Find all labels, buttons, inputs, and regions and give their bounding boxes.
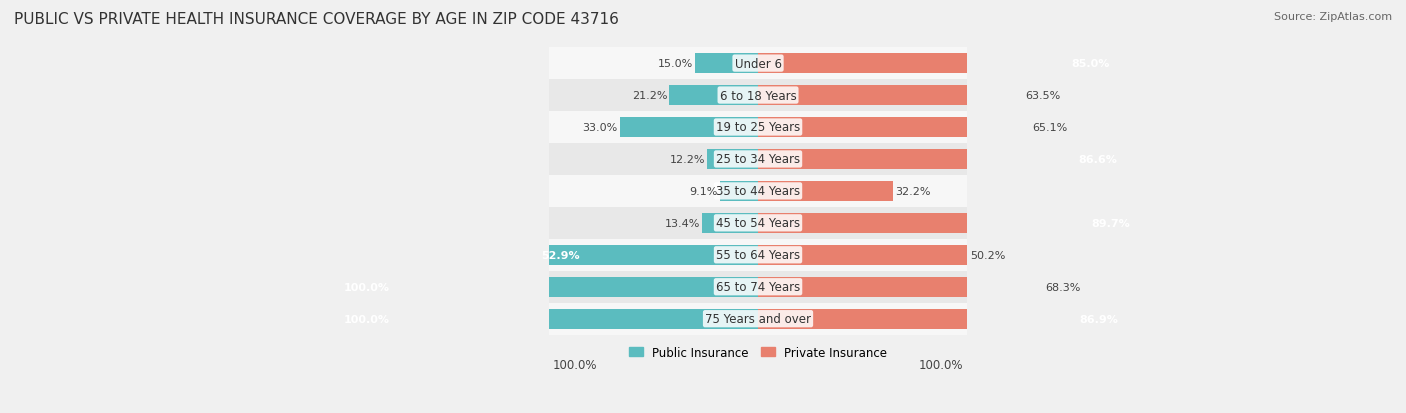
Text: 63.5%: 63.5% bbox=[1025, 91, 1062, 101]
Text: 65 to 74 Years: 65 to 74 Years bbox=[716, 280, 800, 294]
Bar bbox=[702, 214, 758, 233]
Text: 6 to 18 Years: 6 to 18 Years bbox=[720, 89, 796, 102]
Text: 55 to 64 Years: 55 to 64 Years bbox=[716, 249, 800, 262]
Text: 45 to 54 Years: 45 to 54 Years bbox=[716, 217, 800, 230]
Text: 13.4%: 13.4% bbox=[665, 218, 700, 228]
Text: 100.0%: 100.0% bbox=[553, 358, 598, 371]
Text: 65.1%: 65.1% bbox=[1032, 123, 1067, 133]
Bar bbox=[340, 277, 758, 297]
Text: Under 6: Under 6 bbox=[734, 57, 782, 71]
Bar bbox=[548, 48, 967, 80]
Bar bbox=[758, 309, 1122, 329]
Bar bbox=[548, 303, 967, 335]
Bar bbox=[758, 86, 1024, 106]
Bar bbox=[758, 54, 1114, 74]
Text: 89.7%: 89.7% bbox=[1091, 218, 1130, 228]
Bar bbox=[707, 150, 758, 169]
Bar bbox=[758, 118, 1031, 138]
Text: 68.3%: 68.3% bbox=[1046, 282, 1081, 292]
Bar bbox=[548, 207, 967, 239]
Text: 25 to 34 Years: 25 to 34 Years bbox=[716, 153, 800, 166]
Text: 12.2%: 12.2% bbox=[669, 154, 704, 164]
Text: 50.2%: 50.2% bbox=[970, 250, 1005, 260]
Text: 100.0%: 100.0% bbox=[344, 282, 389, 292]
Bar bbox=[758, 150, 1121, 169]
Text: 100.0%: 100.0% bbox=[344, 314, 389, 324]
Bar bbox=[620, 118, 758, 138]
Legend: Public Insurance, Private Insurance: Public Insurance, Private Insurance bbox=[624, 341, 891, 363]
Bar bbox=[548, 144, 967, 176]
Text: 21.2%: 21.2% bbox=[631, 91, 668, 101]
Bar bbox=[548, 239, 967, 271]
Bar bbox=[758, 245, 967, 265]
Text: 86.9%: 86.9% bbox=[1080, 314, 1118, 324]
Text: 9.1%: 9.1% bbox=[689, 186, 718, 197]
Text: 33.0%: 33.0% bbox=[582, 123, 617, 133]
Bar bbox=[548, 112, 967, 144]
Text: 86.6%: 86.6% bbox=[1078, 154, 1116, 164]
Text: 100.0%: 100.0% bbox=[918, 358, 963, 371]
Bar bbox=[758, 277, 1043, 297]
Bar bbox=[537, 245, 758, 265]
Text: PUBLIC VS PRIVATE HEALTH INSURANCE COVERAGE BY AGE IN ZIP CODE 43716: PUBLIC VS PRIVATE HEALTH INSURANCE COVER… bbox=[14, 12, 619, 27]
Text: Source: ZipAtlas.com: Source: ZipAtlas.com bbox=[1274, 12, 1392, 22]
Bar bbox=[720, 182, 758, 201]
Bar bbox=[548, 176, 967, 207]
Text: 15.0%: 15.0% bbox=[658, 59, 693, 69]
Bar bbox=[758, 214, 1133, 233]
Bar bbox=[340, 309, 758, 329]
Text: 52.9%: 52.9% bbox=[541, 250, 579, 260]
Bar bbox=[548, 80, 967, 112]
Text: 32.2%: 32.2% bbox=[894, 186, 931, 197]
Bar bbox=[696, 54, 758, 74]
Bar bbox=[758, 182, 893, 201]
Bar bbox=[669, 86, 758, 106]
Bar bbox=[548, 271, 967, 303]
Text: 85.0%: 85.0% bbox=[1071, 59, 1111, 69]
Text: 19 to 25 Years: 19 to 25 Years bbox=[716, 121, 800, 134]
Text: 35 to 44 Years: 35 to 44 Years bbox=[716, 185, 800, 198]
Text: 75 Years and over: 75 Years and over bbox=[704, 312, 811, 325]
